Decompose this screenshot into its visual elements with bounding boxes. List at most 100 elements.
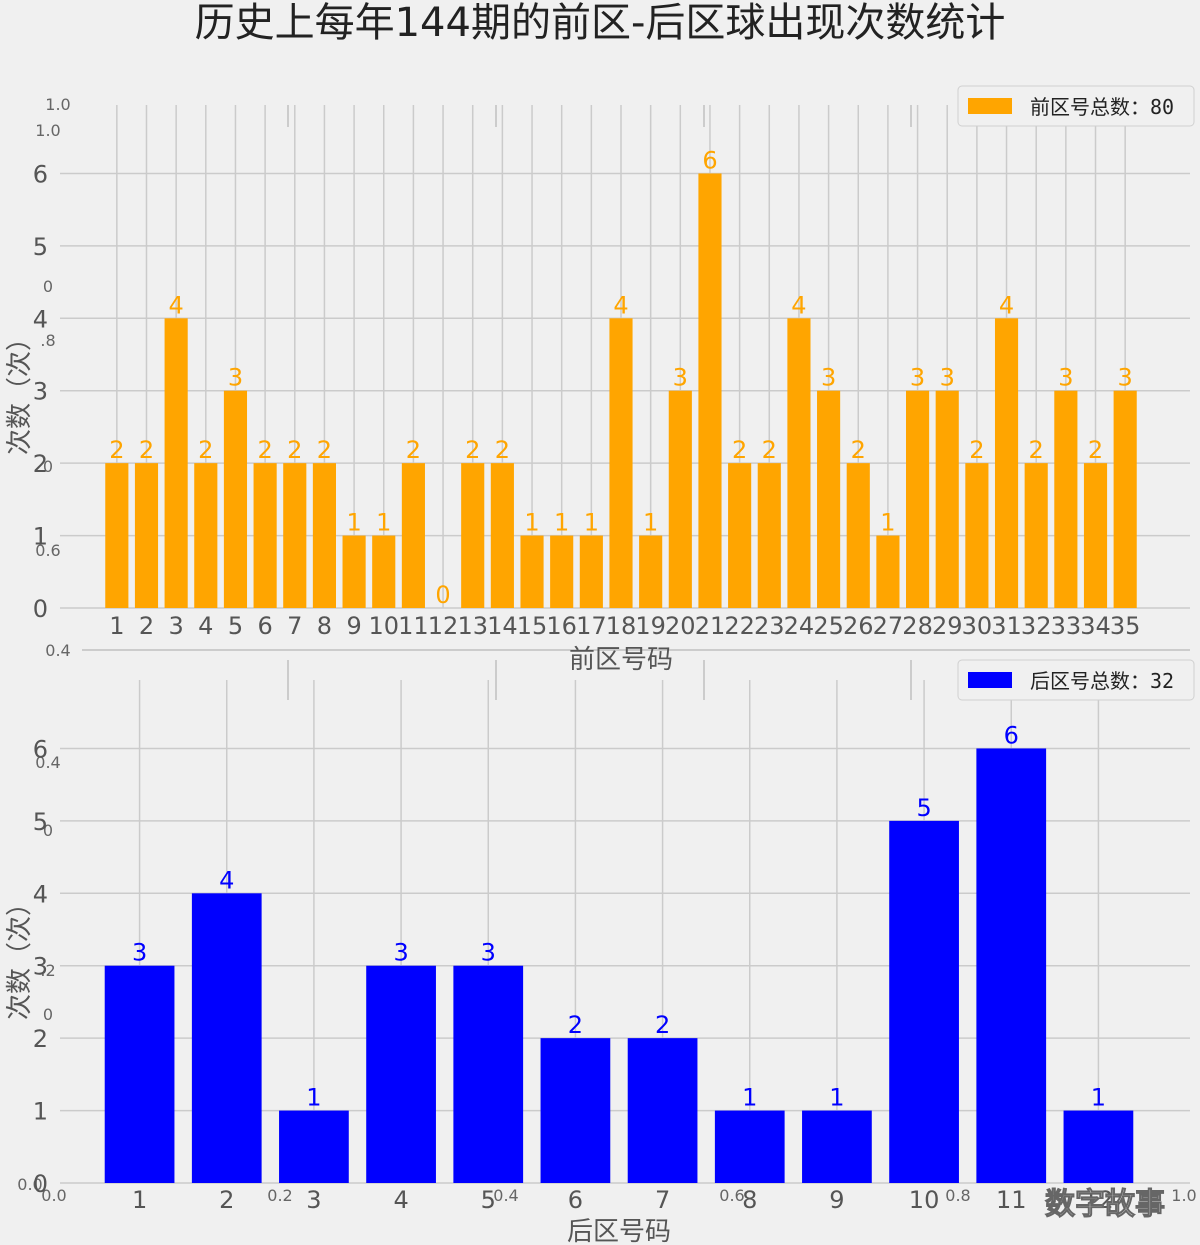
x-tick-label: 9 xyxy=(829,1186,844,1214)
data-label: 2 xyxy=(1088,436,1103,464)
bar xyxy=(1083,463,1108,608)
ghost-tick-label: 0.6 xyxy=(719,1186,744,1205)
data-label: 4 xyxy=(791,291,806,319)
data-label: 0 xyxy=(435,581,450,609)
data-label: 1 xyxy=(554,509,569,537)
x-tick-label: 25 xyxy=(813,612,844,640)
data-label: 3 xyxy=(821,364,836,392)
data-label: 2 xyxy=(495,436,510,464)
data-label: 1 xyxy=(584,509,599,537)
ghost-tick-label: 0 xyxy=(43,821,53,840)
bar xyxy=(134,463,159,608)
x-tick-label: 8 xyxy=(742,1186,757,1214)
bar xyxy=(372,535,396,608)
data-label: 4 xyxy=(169,291,184,319)
x-tick-label: 2 xyxy=(219,1186,234,1214)
y-tick-label: 1 xyxy=(33,523,48,551)
bar xyxy=(889,820,959,1183)
ghost-tick-label: 0.4 xyxy=(45,641,70,660)
bar xyxy=(876,535,900,608)
x-tick-label: 6 xyxy=(257,612,272,640)
ghost-tick-label: 0.0 xyxy=(41,1186,66,1205)
x-tick-label: 7 xyxy=(655,1186,670,1214)
bar xyxy=(279,1110,349,1183)
data-label: 2 xyxy=(732,436,747,464)
bar xyxy=(757,463,781,608)
x-axis-label: 前区号码 xyxy=(569,645,673,675)
x-tick-label: 35 xyxy=(1110,612,1141,640)
y-tick-label: 5 xyxy=(33,233,48,261)
y-axis-label: 次数（次） xyxy=(5,890,35,1020)
x-tick-label: 8 xyxy=(317,612,332,640)
data-label: 2 xyxy=(406,436,421,464)
x-tick-label: 34 xyxy=(1080,612,1111,640)
bar xyxy=(976,748,1047,1183)
bar xyxy=(191,893,262,1183)
bar xyxy=(550,535,574,608)
ghost-tick-label: 0.4 xyxy=(493,1186,518,1205)
ghost-tick-label: 1.0 xyxy=(35,121,60,140)
x-tick-label: 20 xyxy=(665,612,696,640)
data-label: 2 xyxy=(655,1011,670,1039)
x-axis-label: 后区号码 xyxy=(567,1217,671,1245)
legend: 前区号总数：80 xyxy=(957,85,1195,127)
bar xyxy=(366,965,436,1183)
x-tick-label: 17 xyxy=(576,612,607,640)
y-tick-label: 3 xyxy=(33,378,48,406)
data-label: 1 xyxy=(376,509,391,537)
ghost-tick-label: 0 xyxy=(43,277,53,296)
data-label: 2 xyxy=(317,436,332,464)
x-tick-label: 1 xyxy=(132,1186,147,1214)
x-tick-label: 18 xyxy=(606,612,637,640)
ghost-tick-label: 0.8 xyxy=(945,1186,970,1205)
bar xyxy=(105,463,129,608)
x-tick-label: 28 xyxy=(902,612,933,640)
data-label: 4 xyxy=(613,291,628,319)
bar xyxy=(194,463,218,608)
x-tick-label: 33 xyxy=(1051,612,1082,640)
ghost-tick-label: 1.0 xyxy=(45,95,70,114)
back-zone-chart: 0123456314213343526271819510611112后区号码次数… xyxy=(5,659,1195,1245)
x-tick-label: 1 xyxy=(109,612,124,640)
ghost-tick-label: 0 xyxy=(43,457,53,476)
y-tick-label: 1 xyxy=(33,1098,48,1126)
y-tick-label: 0 xyxy=(33,1170,48,1198)
bar xyxy=(1063,1110,1134,1183)
legend-swatch xyxy=(968,672,1012,688)
x-tick-label: 3 xyxy=(169,612,184,640)
bar xyxy=(1024,463,1048,608)
y-tick-label: 4 xyxy=(33,305,48,333)
x-tick-label: 9 xyxy=(346,612,361,640)
x-tick-label: 4 xyxy=(198,612,213,640)
x-tick-label: 5 xyxy=(481,1186,496,1214)
bar xyxy=(223,390,248,608)
data-label: 3 xyxy=(1058,364,1073,392)
y-tick-label: 6 xyxy=(33,735,48,763)
y-tick-label: 0 xyxy=(33,595,48,623)
bar xyxy=(714,1110,785,1183)
bar xyxy=(906,390,930,608)
bar xyxy=(728,463,752,608)
bar xyxy=(520,535,544,608)
bar xyxy=(935,390,959,608)
data-label: 2 xyxy=(109,436,124,464)
ghost-tick-label: 0.0 xyxy=(17,1175,42,1194)
bar xyxy=(401,463,425,608)
data-label: 3 xyxy=(1118,364,1133,392)
bar xyxy=(817,390,841,608)
x-tick-label: 3 xyxy=(306,1186,321,1214)
data-label: 1 xyxy=(1091,1084,1106,1112)
x-tick-label: 16 xyxy=(546,612,577,640)
ghost-tick-label: 0.4 xyxy=(35,753,60,772)
legend-frame xyxy=(957,659,1195,701)
data-label: 3 xyxy=(910,364,925,392)
x-tick-label: 4 xyxy=(393,1186,408,1214)
bar xyxy=(639,535,663,608)
watermark: 数字故事 xyxy=(1045,1187,1165,1222)
bar xyxy=(1054,390,1078,608)
x-tick-label: 29 xyxy=(932,612,963,640)
bar xyxy=(802,1110,872,1183)
legend-swatch xyxy=(968,98,1012,114)
x-tick-label: 32 xyxy=(1021,612,1052,640)
